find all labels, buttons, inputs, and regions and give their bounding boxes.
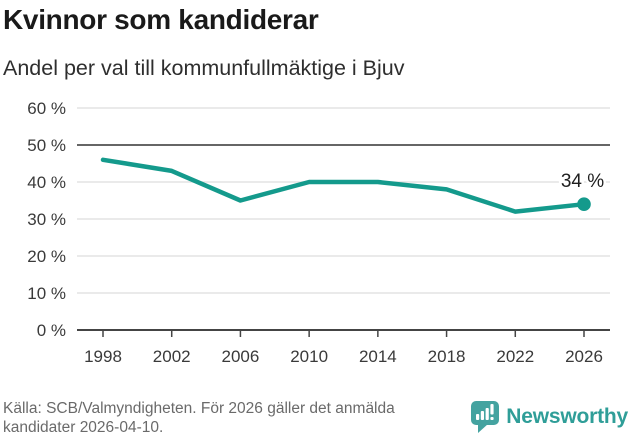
y-tick-label: 50 % <box>27 136 66 155</box>
x-tick-label: 2014 <box>359 347 397 366</box>
x-tick-label: 2022 <box>496 347 534 366</box>
x-tick-label: 2018 <box>428 347 466 366</box>
source-line-2: kandidater 2026-04-10. <box>3 418 164 436</box>
source-note: Källa: SCB/Valmyndigheten. För 2026 gäll… <box>3 400 473 437</box>
end-value-label: 34 % <box>561 171 604 192</box>
x-tick-label: 2010 <box>290 347 328 366</box>
newsworthy-icon <box>471 401 500 433</box>
y-tick-label: 60 % <box>27 99 66 118</box>
speech-bubble-pin-shape <box>471 401 500 433</box>
bar-chart-glyph <box>476 404 494 420</box>
data-line <box>100 157 587 214</box>
y-tick-label: 30 % <box>27 210 66 229</box>
newsworthy-logo[interactable]: Newsworthy <box>470 399 628 435</box>
x-tick-label: 2006 <box>222 347 260 366</box>
brand-name: Newsworthy <box>506 405 628 428</box>
line-chart: 0 % 10 % 20 % 30 % 40 % 50 % 60 % 1998 2002 2006 2… <box>27 99 610 366</box>
chart-subtitle: Andel per val till kommunfullmäktige i B… <box>3 56 405 80</box>
exclamation-dot <box>490 417 494 420</box>
x-tick-label: 2002 <box>153 347 191 366</box>
end-point-marker <box>577 197 591 211</box>
x-tick-label: 1998 <box>84 347 122 366</box>
y-tick-label: 10 % <box>27 284 66 303</box>
y-tick-label: 40 % <box>27 173 66 192</box>
page-title: Kvinnor som kandiderar <box>3 4 319 35</box>
y-tick-label: 0 % <box>37 321 66 340</box>
exclamation-bar <box>490 404 494 415</box>
x-tick-label: 2026 <box>565 347 603 366</box>
source-line-1: Källa: SCB/Valmyndigheten. För 2026 gäll… <box>3 400 395 417</box>
y-tick-label: 20 % <box>27 247 66 266</box>
